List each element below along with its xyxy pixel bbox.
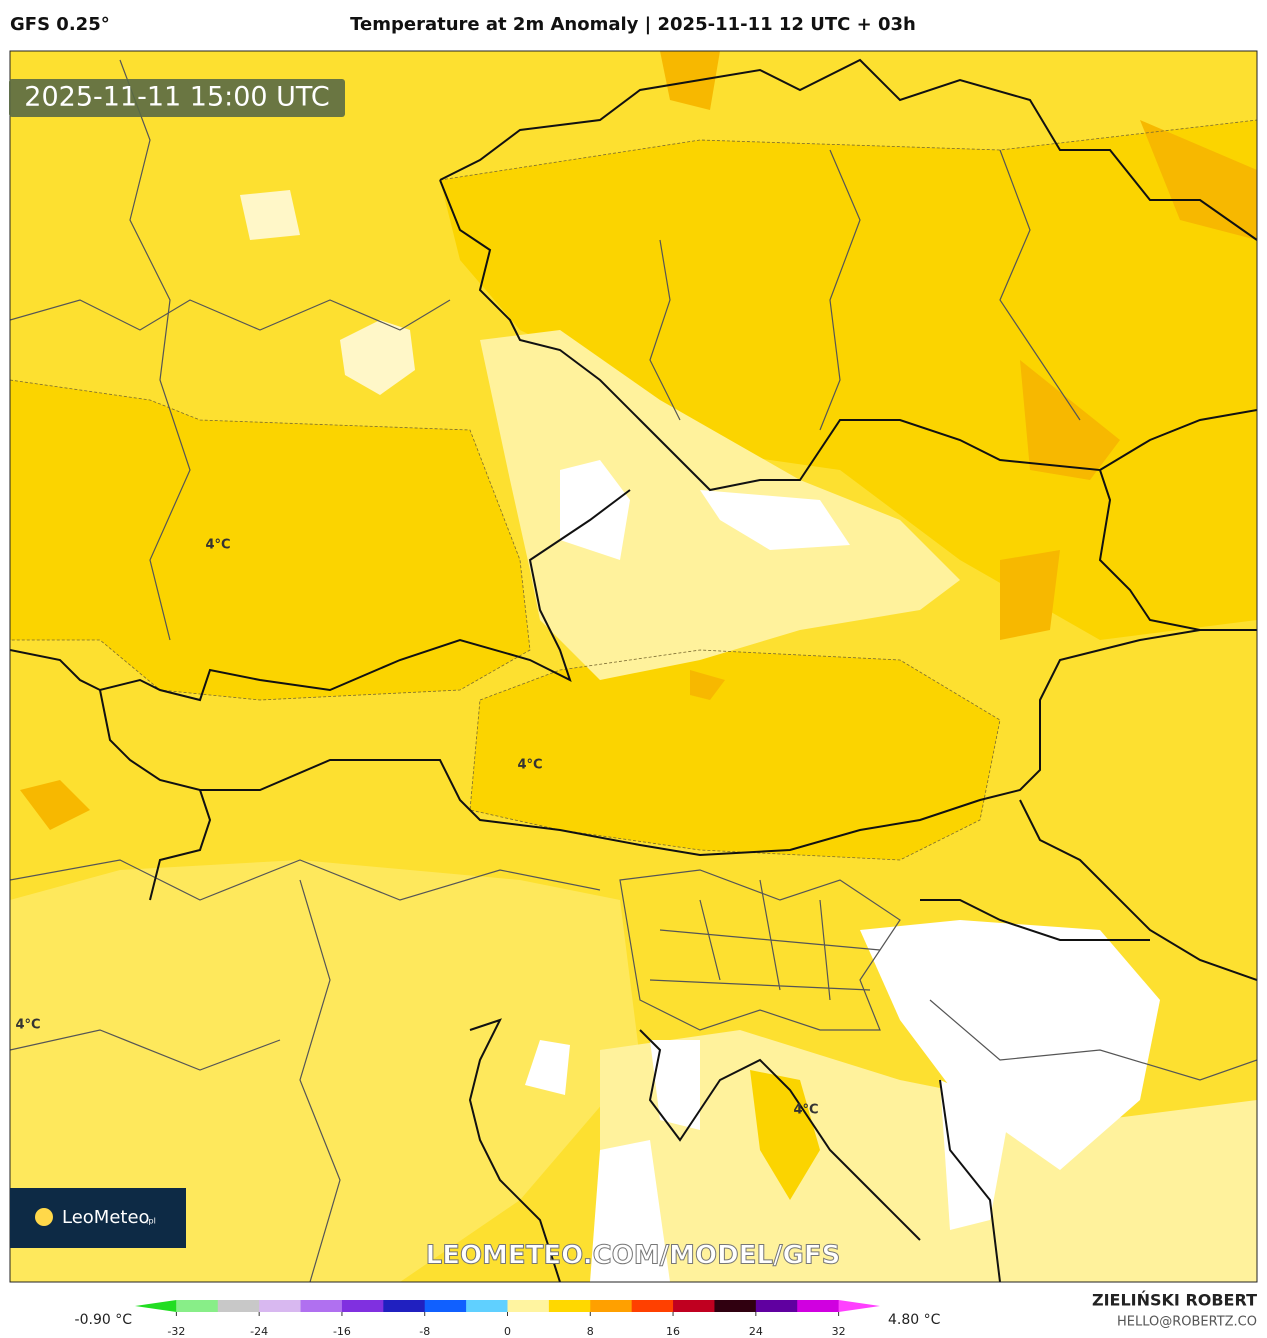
colorbar-segment (341, 1300, 384, 1312)
contour-label: 4°C (793, 1103, 818, 1118)
colorbar-tick-label: -32 (167, 1325, 185, 1338)
colorbar-tick-label: -8 (419, 1325, 430, 1338)
colorbar-segment (300, 1300, 343, 1312)
timestamp-box (9, 79, 345, 117)
contact: HELLO@ROBERTZ.CO (1117, 1315, 1257, 1330)
colorbar: -0.90 °C 4.80 °C -32 -24 -16 -8 0 8 16 24 32 (75, 1300, 941, 1338)
logo-sun (35, 1208, 53, 1226)
logo-text: LeoMeteo (62, 1207, 150, 1228)
colorbar-tick-label: 8 (587, 1325, 594, 1338)
model-name: GFS 0.25° (10, 14, 110, 35)
watermark: LEOMETEO.COM/MODEL/GFS (426, 1241, 841, 1271)
contours (10, 119, 1257, 861)
anomaly-fills (10, 51, 1257, 1282)
colorbar-tick-label: -16 (333, 1325, 351, 1338)
colorbar-segment (259, 1300, 302, 1312)
colorbar-segment (631, 1300, 674, 1312)
colorbar-segment (383, 1300, 426, 1312)
logo-suffix: .pl (146, 1217, 156, 1226)
author: ZIELIŃSKI ROBERT (1092, 1291, 1257, 1310)
colorbar-max-label: 4.80 °C (888, 1312, 941, 1328)
map-frame (9, 50, 1258, 1283)
colorbar-segment (135, 1300, 177, 1312)
colorbar-tick-label: 16 (666, 1325, 680, 1338)
contour-label: 4°C (517, 758, 542, 773)
colorbar-segment (673, 1300, 715, 1312)
colorbar-segment (424, 1300, 467, 1312)
colorbar-tick-label: 32 (832, 1325, 846, 1338)
colorbar-tick-label: 0 (504, 1325, 511, 1338)
colorbar-segment (797, 1300, 840, 1312)
colorbar-segment (548, 1300, 591, 1312)
colorbar-segment (590, 1300, 633, 1312)
colorbar-segment (714, 1300, 757, 1312)
contour-label: 4°C (15, 1018, 40, 1033)
colorbar-min-label: -0.90 °C (75, 1312, 133, 1328)
colorbar-segment (217, 1300, 260, 1312)
colorbar-segment (838, 1300, 880, 1312)
colorbar-tick-label: -24 (250, 1325, 268, 1338)
map-title: Temperature at 2m Anomaly | 2025-11-11 1… (350, 14, 916, 35)
regional-borders (10, 59, 1257, 1282)
country-borders (10, 58, 1257, 1282)
colorbar-segment (466, 1300, 508, 1312)
map: 4°C 4°C 4°C 4°C 2025-11-11 15:00 UTC Leo… (9, 50, 1258, 1283)
contour-label: 4°C (205, 538, 230, 553)
colorbar-segment (176, 1300, 219, 1312)
colorbar-segment (507, 1300, 550, 1312)
timestamp: 2025-11-11 15:00 UTC (24, 82, 329, 113)
colorbar-segment (755, 1300, 798, 1312)
colorbar-tick-label: 24 (749, 1325, 763, 1338)
